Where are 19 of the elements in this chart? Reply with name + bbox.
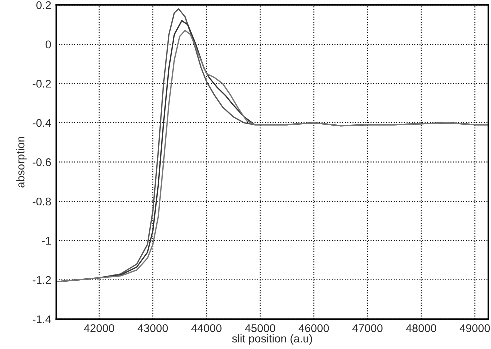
x-tick-label: 49000	[460, 324, 490, 332]
x-tick-label: 44000	[192, 324, 222, 332]
y-axis-title: absorption	[16, 137, 27, 188]
x-tick-label: 42000	[84, 324, 114, 332]
y-tick-label: -0.4	[32, 119, 52, 128]
y-tick-label: -1.4	[32, 316, 52, 324]
x-tick-label: 45000	[245, 324, 276, 332]
x-tick-label: 43000	[138, 324, 168, 332]
x-tick-label: 47000	[352, 324, 383, 332]
y-tick-label: 0	[46, 40, 52, 49]
y-tick-label: -1.2	[32, 276, 52, 284]
x-tick-label: 48000	[406, 324, 436, 332]
y-tick-label: -0.6	[32, 158, 52, 166]
y-tick-label: -0.2	[32, 80, 52, 88]
y-tick-label: -0.8	[32, 198, 52, 206]
y-tick-label: 0.2	[36, 2, 52, 10]
x-axis-title: slit position (a.u)	[232, 334, 312, 345]
y-tick-label: -1	[42, 237, 52, 245]
x-tick-label: 46000	[298, 324, 330, 332]
